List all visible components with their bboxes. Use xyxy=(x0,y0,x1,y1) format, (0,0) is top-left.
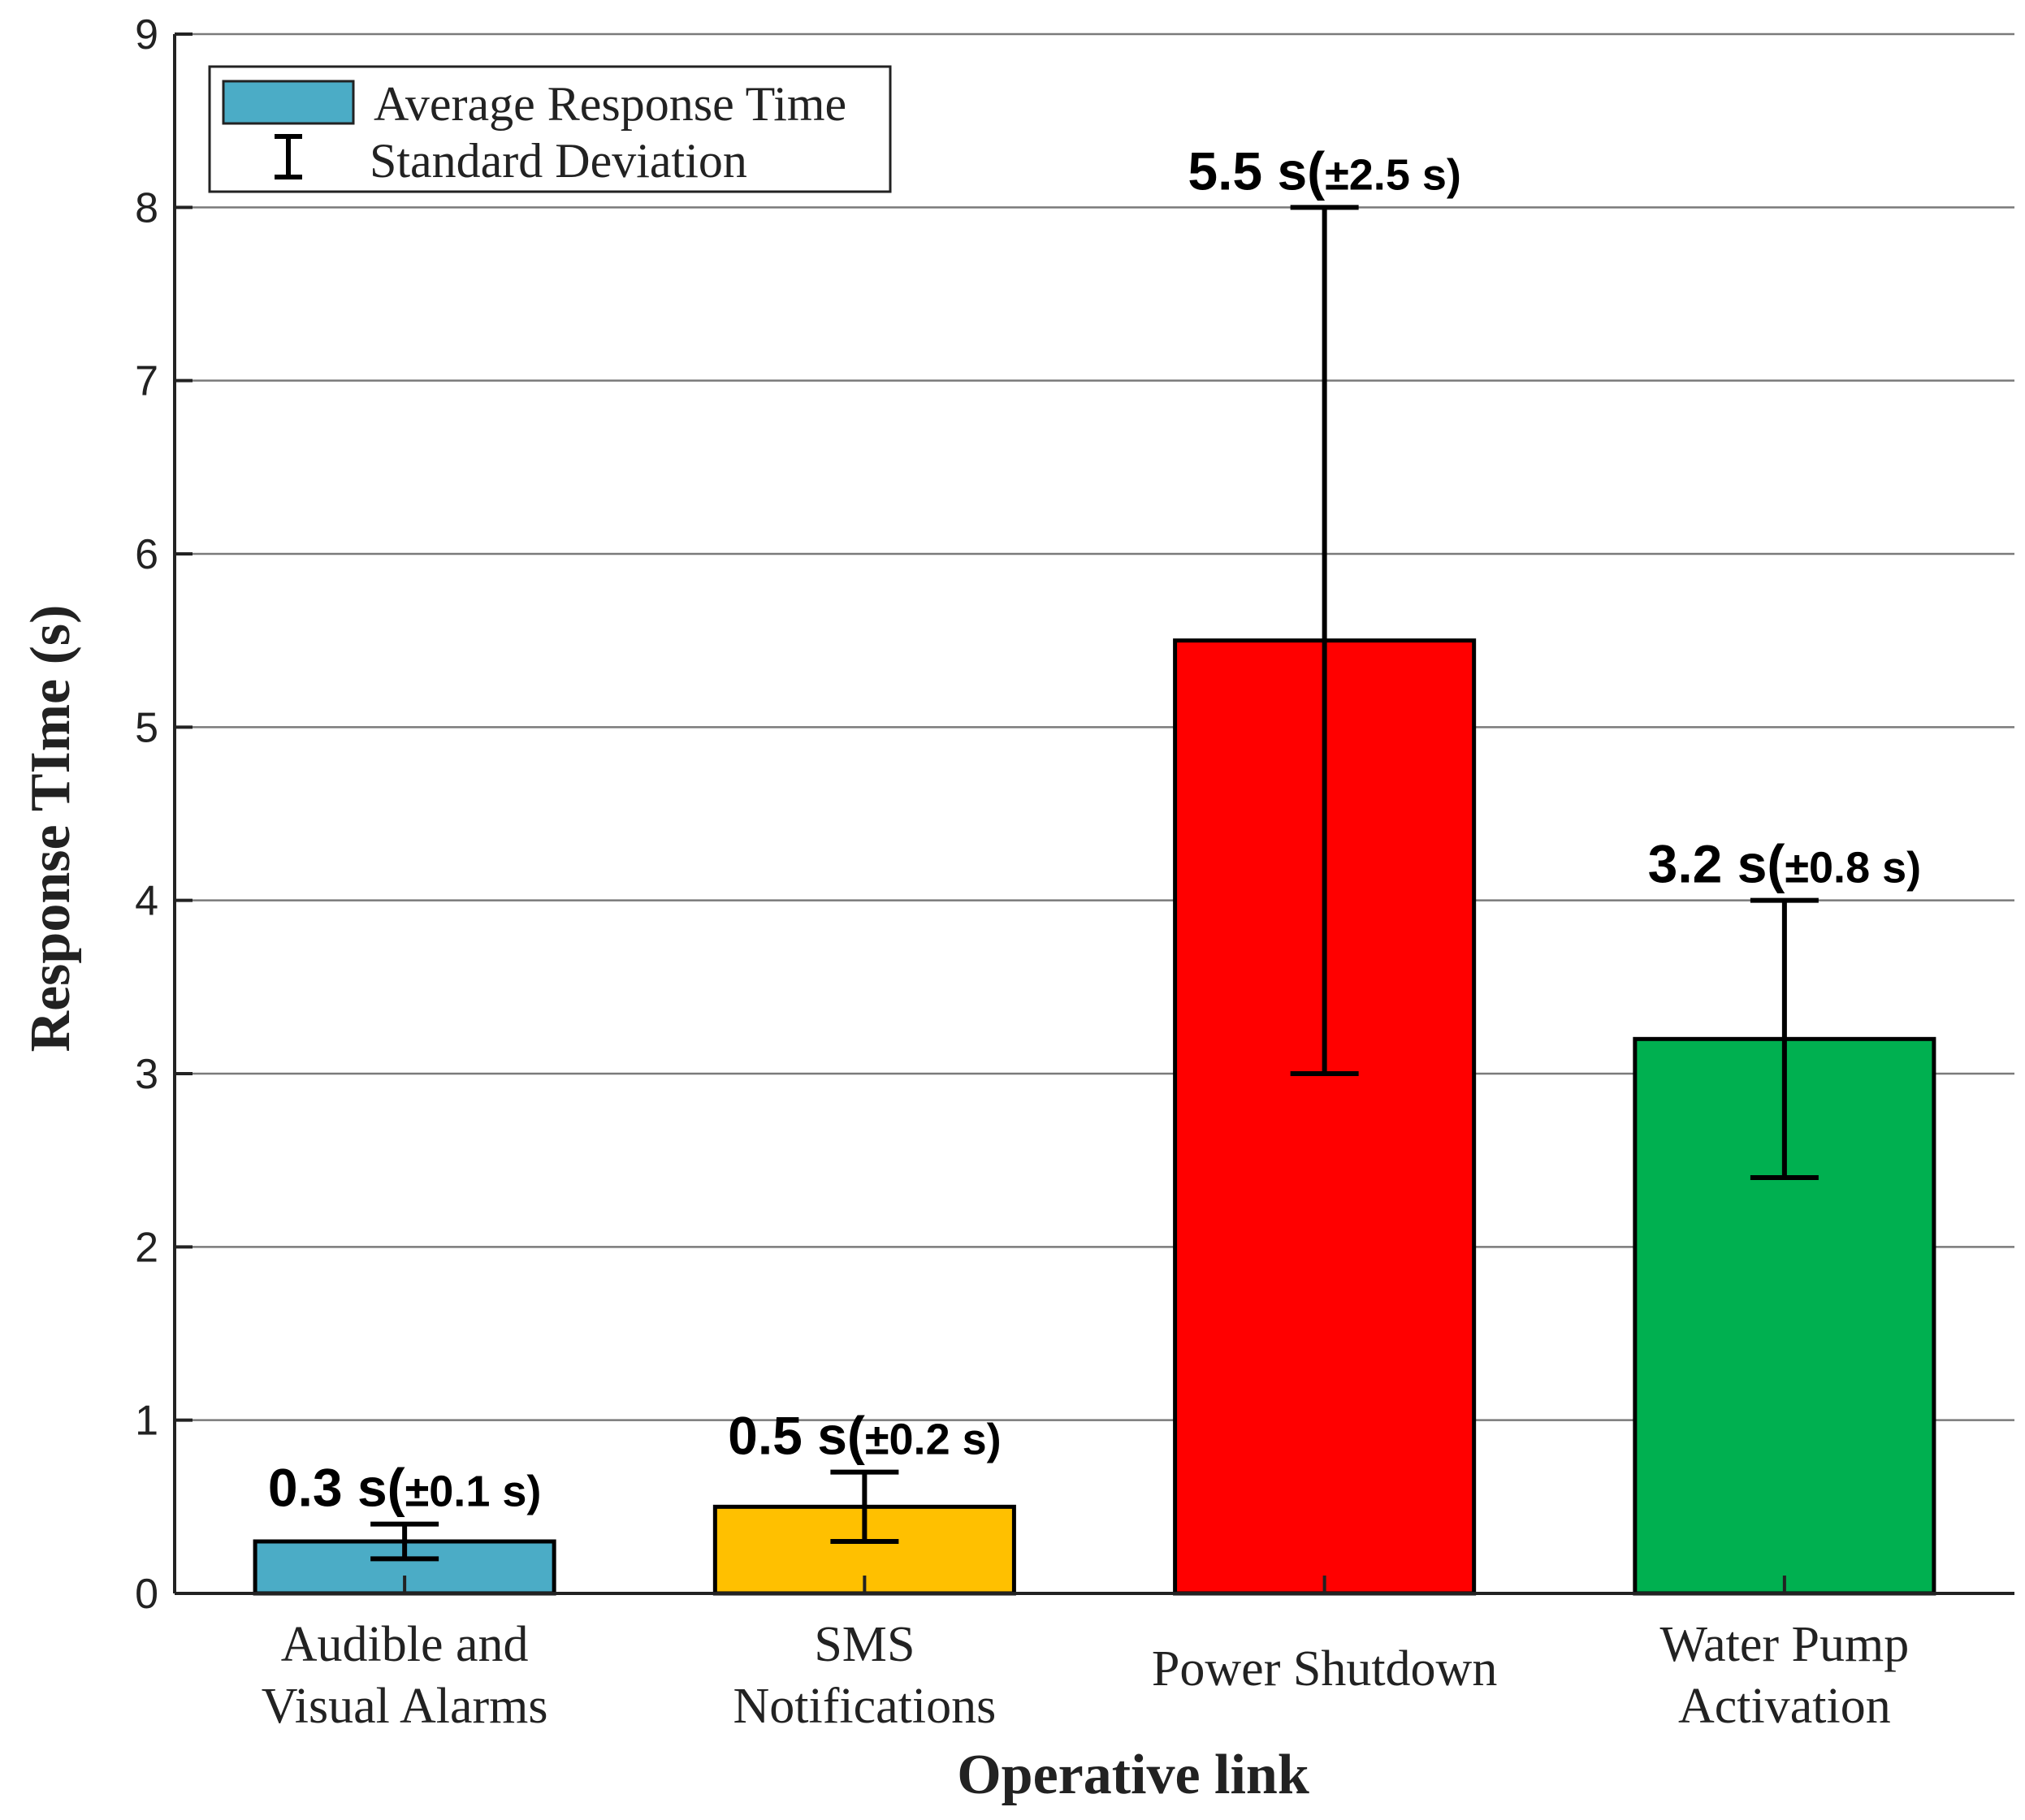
x-tick-label: Activation xyxy=(1678,1679,1891,1734)
data-label-value: 5.5 s( xyxy=(1188,140,1325,201)
data-label: 3.2 s(±0.8 s) xyxy=(1648,834,1922,894)
y-tick-label: 0 xyxy=(135,1571,158,1618)
y-tick-label: 4 xyxy=(135,878,158,925)
y-tick-label: 5 xyxy=(135,704,158,751)
x-tick-label: Power Shutdown xyxy=(1152,1641,1497,1697)
legend-errorbar-label: Standard Deviation xyxy=(370,134,747,188)
y-tick-label: 2 xyxy=(135,1224,158,1271)
x-tick-label: Visual Alarms xyxy=(262,1679,548,1734)
data-label: 0.3 s(±0.1 s) xyxy=(268,1458,542,1518)
axes: 0 1 2 3 4 5 6 7 8 9 Audible and Visual Alarms SMS Not… xyxy=(135,11,2014,1734)
y-tick-label: 6 xyxy=(135,531,158,578)
data-label-value: 0.5 s( xyxy=(728,1406,865,1466)
legend-errorbar-icon xyxy=(275,134,302,179)
data-label-value: 0.3 s( xyxy=(268,1458,405,1518)
data-labels: 0.3 s(±0.1 s) 0.5 s(±0.2 s) 5.5 s(±2.5 s) 3… xyxy=(268,140,1921,1517)
data-label-std: ±0.1 s) xyxy=(405,1468,542,1516)
y-tick-label: 8 xyxy=(135,184,158,231)
data-label-std: ±0.8 s) xyxy=(1785,844,1921,893)
data-label-std: ±2.5 s) xyxy=(1325,150,1461,199)
y-tick-label: 3 xyxy=(135,1051,158,1098)
y-tick-label: 7 xyxy=(135,358,158,405)
x-tick-label: Water Pump xyxy=(1660,1617,1910,1672)
y-tick-label: 9 xyxy=(135,11,158,58)
bars xyxy=(253,638,1936,1596)
data-label: 0.5 s(±0.2 s) xyxy=(728,1406,1002,1466)
legend: Average Response Time Standard Deviation xyxy=(208,65,892,193)
x-tick-label: Audible and xyxy=(281,1617,529,1672)
y-axis-title: Response TIme (s) xyxy=(19,605,82,1053)
x-tick-label: SMS xyxy=(814,1617,915,1672)
data-label-std: ±0.2 s) xyxy=(865,1416,1002,1464)
x-tick-label: Notifications xyxy=(733,1679,997,1734)
data-label: 5.5 s(±2.5 s) xyxy=(1188,140,1461,201)
legend-bar-label: Average Response Time xyxy=(374,77,846,131)
error-bars xyxy=(370,205,1819,1562)
y-tick-label: 1 xyxy=(135,1398,158,1445)
x-axis-title: Operative link xyxy=(957,1744,1309,1806)
data-label-value: 3.2 s( xyxy=(1648,834,1785,894)
legend-bar-swatch xyxy=(222,80,355,125)
gridlines xyxy=(175,32,2014,1421)
